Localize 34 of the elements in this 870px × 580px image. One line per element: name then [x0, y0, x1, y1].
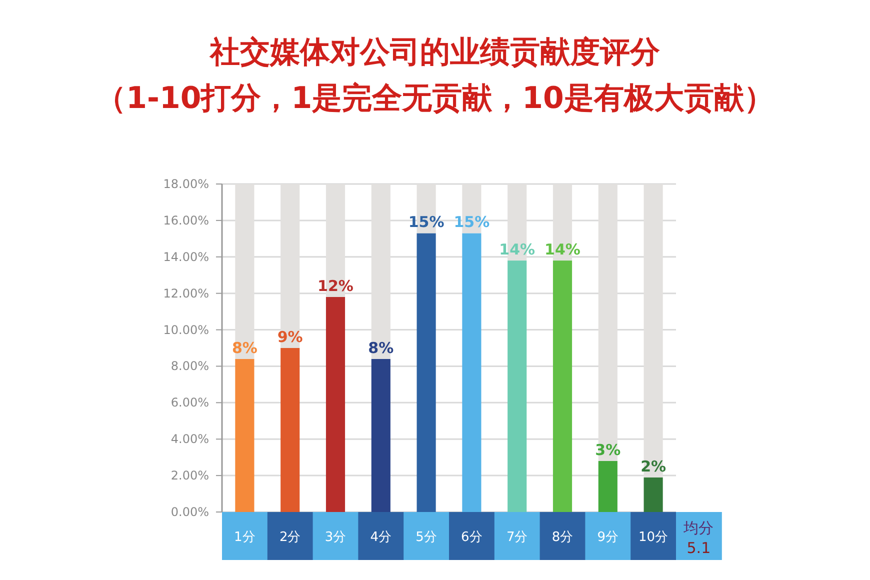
data-label: 14% [499, 240, 536, 259]
x-tick-label: 6分 [461, 530, 482, 545]
text: 均分 [682, 519, 714, 537]
data-label: 12% [318, 276, 354, 295]
x-tick-label: 9分 [597, 530, 619, 545]
data-label: 9% [277, 328, 303, 346]
y-tick-label: 4.00% [170, 432, 209, 446]
y-tick-label: 16.00% [163, 213, 209, 228]
x-tick-label: 1分 [234, 530, 256, 545]
text: 5.1 [686, 539, 711, 557]
x-tick-label: 8分 [552, 530, 574, 545]
y-tick-label: 0.00% [170, 505, 209, 519]
data-label: 8% [368, 338, 394, 357]
y-tick-label: 14.00% [163, 250, 209, 264]
y-tick-label: 18.00% [163, 177, 209, 191]
chart-title: 社交媒体对公司的业绩贡献度评分 [209, 35, 660, 70]
data-label: 14% [544, 240, 580, 259]
chart-subtitle: （1-10打分，1是完全无贡献，10是有极大贡献） [96, 81, 774, 116]
x-tick-label: 2分 [279, 530, 301, 545]
x-tick-label: 7分 [506, 530, 528, 545]
y-tick-label: 10.00% [163, 322, 209, 337]
x-tick-label: 10分 [638, 530, 668, 545]
data-label: 3% [595, 440, 621, 459]
y-tick-label: 2.00% [170, 468, 209, 483]
x-tick-label: 4分 [370, 530, 392, 545]
x-tick-label: 5分 [416, 530, 437, 545]
data-label: 15% [454, 213, 490, 232]
data-label: 8% [232, 338, 258, 357]
data-label: 2% [640, 457, 666, 476]
y-tick-label: 6.00% [170, 396, 209, 410]
y-tick-label: 8.00% [170, 359, 209, 374]
x-tick-label: 3分 [324, 530, 346, 545]
data-label: 15% [408, 213, 444, 232]
y-tick-label: 12.00% [163, 286, 209, 300]
